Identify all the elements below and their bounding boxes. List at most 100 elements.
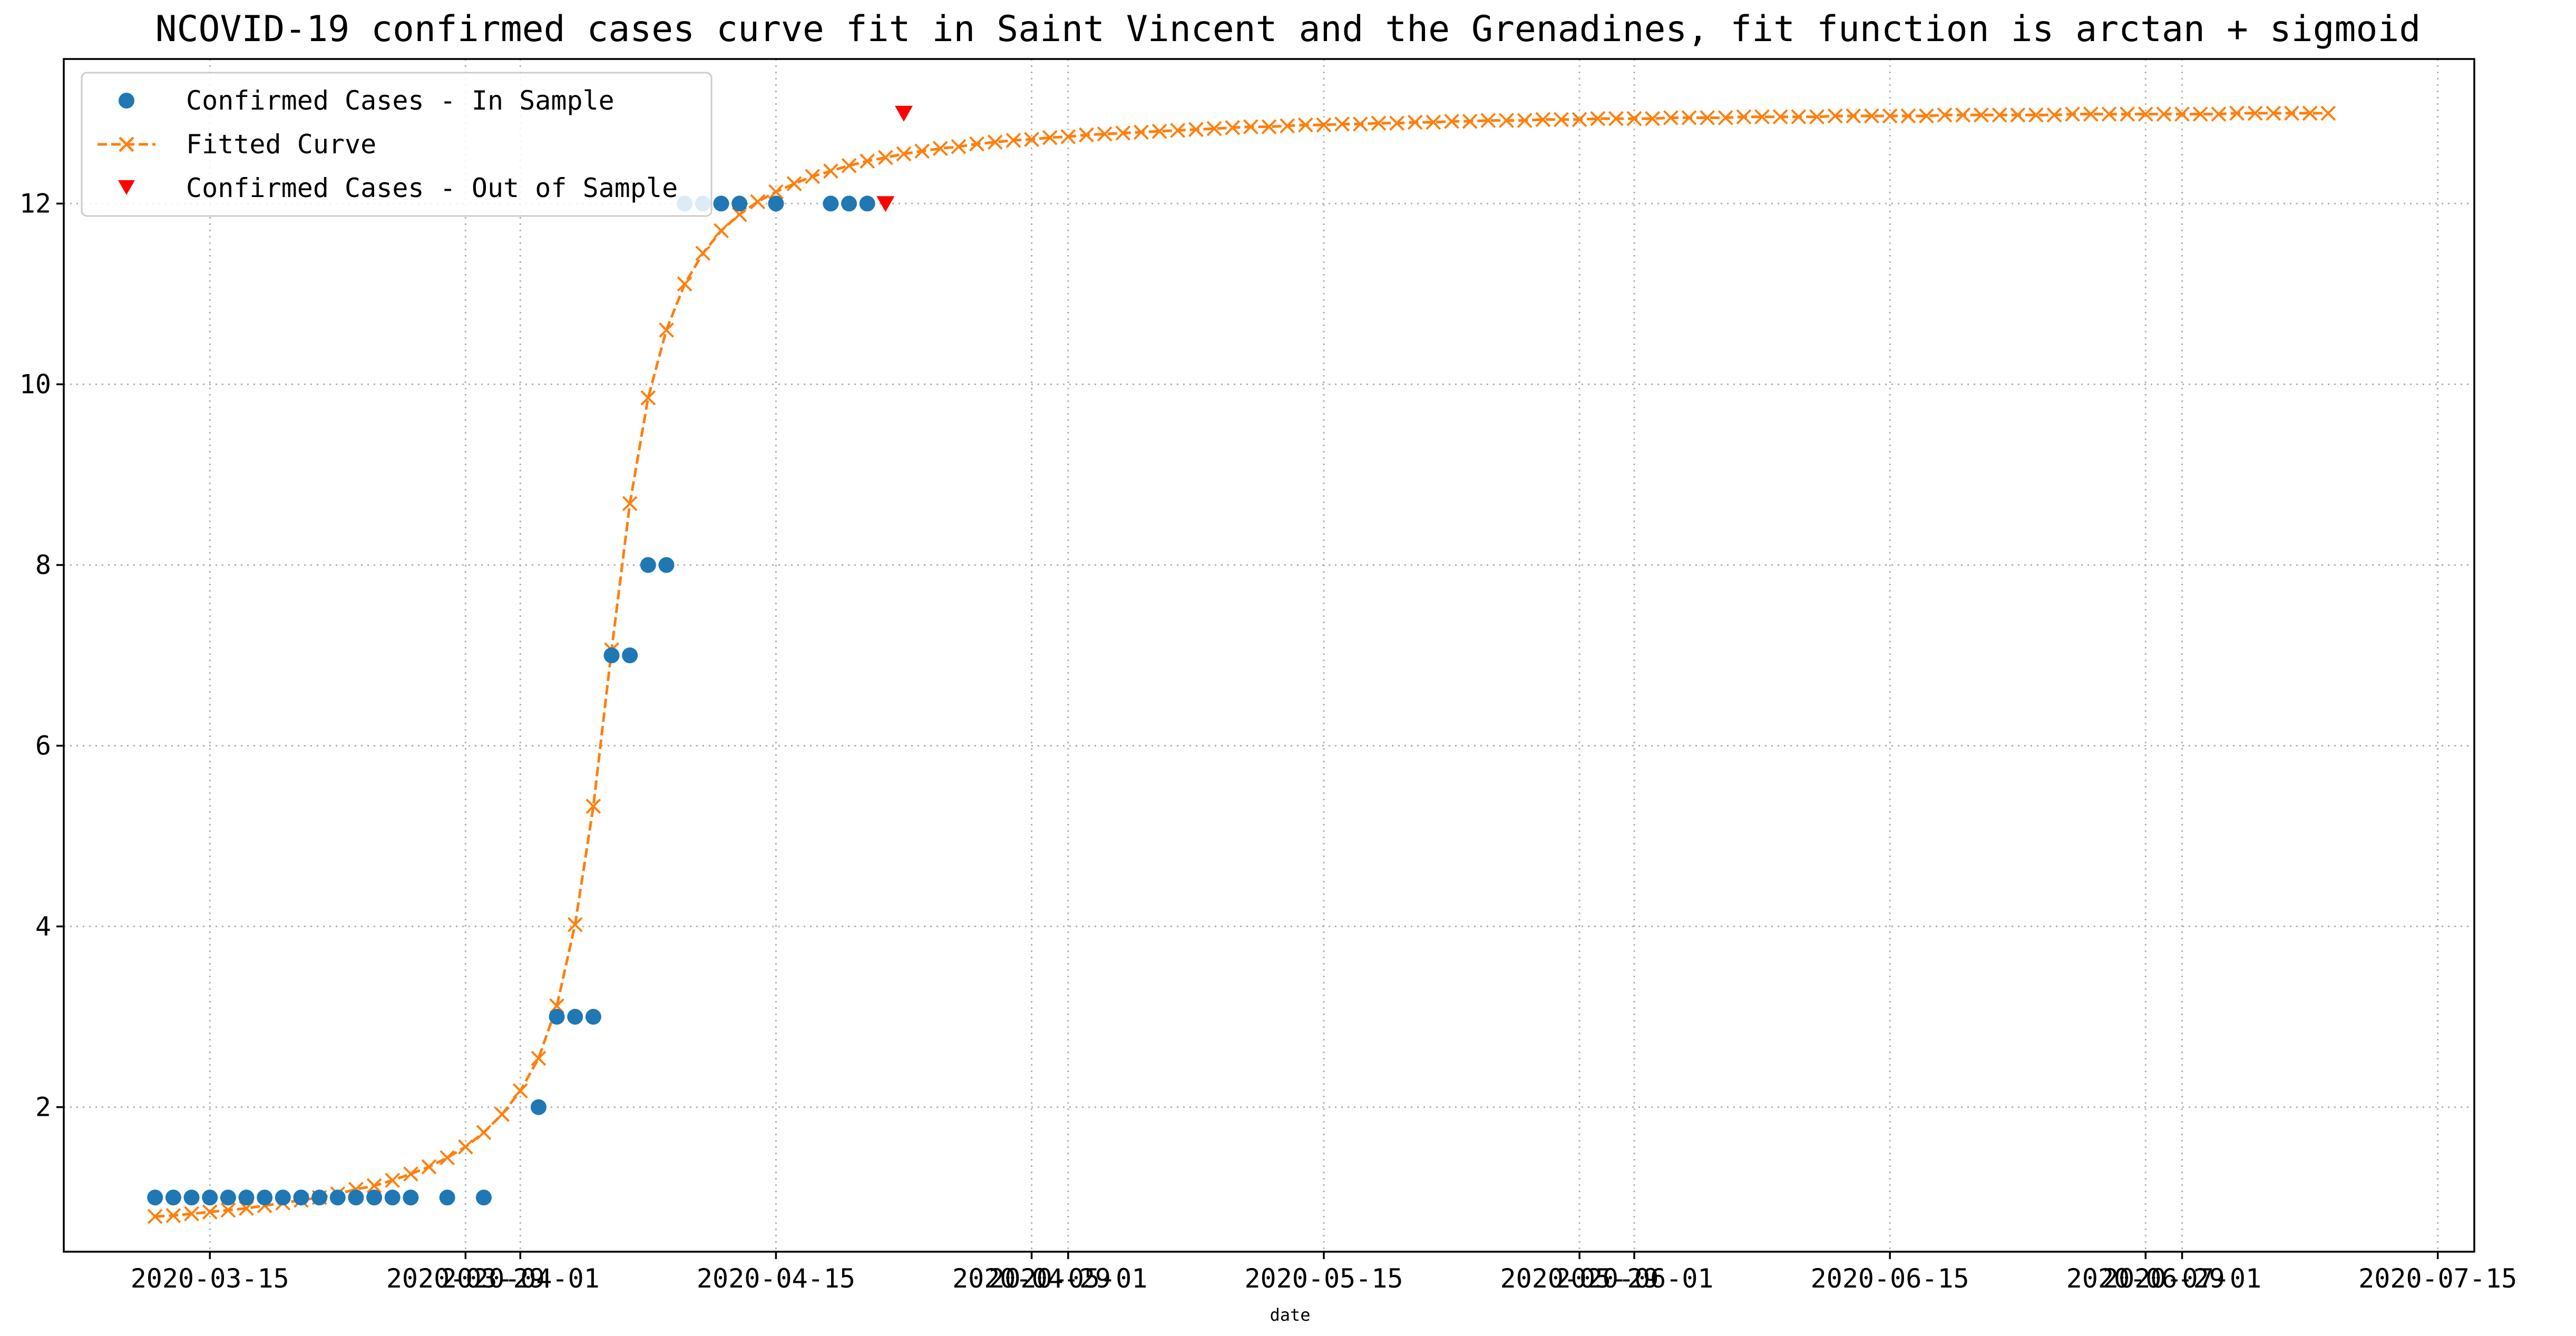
fitted-curve-marker bbox=[1626, 111, 1642, 126]
fitted-curve-marker bbox=[1772, 109, 1788, 125]
fitted-curve-line bbox=[155, 112, 2328, 1218]
y-tick-label: 2 bbox=[35, 1092, 51, 1123]
fitted-curve-marker bbox=[1024, 132, 1039, 148]
fitted-curve-marker bbox=[2156, 106, 2172, 122]
fitted-curve-marker bbox=[366, 1178, 382, 1194]
chart-title: NCOVID-19 confirmed cases curve fit in S… bbox=[155, 8, 2421, 50]
fitted-curve-marker bbox=[1517, 113, 1533, 129]
fitted-curve-marker bbox=[659, 322, 674, 338]
fitted-curve-marker bbox=[1499, 113, 1514, 129]
x-tick-label: 2020-04-01 bbox=[441, 1263, 600, 1294]
fitted-curve-marker bbox=[1225, 120, 1241, 135]
y-axis: 2 4 6 8 10 12 bbox=[19, 188, 64, 1123]
y-tick-label: 4 bbox=[35, 911, 51, 942]
fitted-curve-marker bbox=[1919, 108, 1934, 124]
x-tick-label: 2020-06-29 bbox=[2066, 1263, 2225, 1294]
in-sample-point bbox=[585, 1009, 601, 1025]
x-tick-label: 2020-05-01 bbox=[989, 1263, 1147, 1294]
fitted-curve-marker bbox=[1115, 125, 1131, 141]
in-sample-point bbox=[384, 1190, 401, 1206]
fitted-curve-marker bbox=[1973, 107, 1989, 123]
fitted-curve-marker bbox=[202, 1204, 218, 1220]
fitted-curve-marker bbox=[2065, 106, 2081, 122]
fitted-curve-marker bbox=[2302, 105, 2318, 121]
fitted-curve-marker bbox=[165, 1207, 181, 1223]
fitted-curve-marker bbox=[1042, 130, 1058, 145]
in-sample-point bbox=[475, 1190, 492, 1206]
in-sample-point bbox=[731, 195, 748, 212]
fitted-curve-marker bbox=[1882, 108, 1898, 124]
in-sample-point bbox=[293, 1190, 309, 1206]
fitted-curve-marker bbox=[586, 799, 601, 814]
fitted-curve-marker bbox=[2138, 106, 2153, 122]
fitted-curve-marker bbox=[1718, 110, 1733, 125]
in-sample-point bbox=[275, 1190, 291, 1206]
legend-frame bbox=[81, 72, 713, 217]
y-tick-label: 10 bbox=[19, 369, 51, 399]
legend-label-in-sample: Confirmed Cases - In Sample bbox=[186, 85, 614, 116]
fitted-curve-marker bbox=[860, 153, 875, 169]
in-sample-point bbox=[165, 1190, 181, 1206]
fitted-curve-marker bbox=[1791, 109, 1807, 125]
x-tick-label: 2020-05-15 bbox=[1244, 1263, 1403, 1294]
x-tick-label: 2020-06-01 bbox=[1555, 1263, 1714, 1294]
fitted-curve-marker bbox=[2211, 106, 2227, 122]
fitted-curve-marker bbox=[750, 194, 766, 210]
fitted-curve-marker bbox=[421, 1159, 437, 1175]
fitted-curve-marker bbox=[1261, 119, 1277, 135]
x-tick-label: 2020-07-01 bbox=[2103, 1263, 2261, 1294]
in-sample-point bbox=[859, 195, 875, 212]
legend-marker-in-sample bbox=[119, 93, 134, 109]
fitted-curve-marker bbox=[1060, 129, 1076, 144]
fitted-curve-marker bbox=[1188, 122, 1204, 137]
fitted-curve-marker bbox=[677, 276, 692, 292]
fitted-curve-marker bbox=[1645, 111, 1661, 126]
fitted-curve-marker bbox=[877, 150, 893, 165]
in-sample-point bbox=[183, 1190, 200, 1206]
fitted-curve-marker bbox=[2010, 107, 2026, 123]
fitted-curve-marker bbox=[1554, 112, 1569, 127]
fitted-curve-marker bbox=[1426, 114, 1441, 130]
fitted-curve-marker bbox=[1334, 116, 1350, 132]
in-sample-point bbox=[530, 1099, 547, 1115]
in-sample-point bbox=[202, 1190, 218, 1206]
fitted-curve-marker bbox=[2320, 105, 2336, 121]
fitted-curve-marker bbox=[385, 1173, 401, 1188]
fitted-curve-marker bbox=[1681, 110, 1697, 125]
fitted-curve-marker bbox=[932, 141, 948, 156]
fitted-curve-marker bbox=[1170, 123, 1186, 138]
fitted-curve-marker bbox=[440, 1150, 455, 1166]
fitted-curve-marker bbox=[2266, 105, 2281, 121]
fitted-curve-marker bbox=[494, 1106, 510, 1122]
fitted-curve-marker bbox=[476, 1125, 492, 1141]
fitted-curve-marker bbox=[1663, 110, 1679, 125]
in-sample-point bbox=[823, 195, 839, 212]
fitted-curve-marker bbox=[841, 158, 857, 173]
fitted-curve-marker bbox=[714, 223, 729, 239]
fitted-curve-marker bbox=[2192, 106, 2208, 122]
in-sample-point bbox=[257, 1190, 273, 1206]
fitted-curve-marker bbox=[896, 146, 912, 162]
fitted-curve-marker bbox=[2028, 107, 2044, 123]
fitted-curve-marker bbox=[1809, 109, 1824, 125]
in-sample-point bbox=[238, 1190, 255, 1206]
legend: Confirmed Cases - In Sample Fitted Curve… bbox=[81, 72, 713, 217]
fitted-curve-marker bbox=[1754, 109, 1770, 125]
fitted-curve-marker bbox=[512, 1083, 528, 1099]
in-sample-point bbox=[366, 1190, 383, 1206]
fitted-curve-marker bbox=[1079, 127, 1094, 143]
fitted-curve-marker bbox=[567, 917, 583, 932]
fitted-curve-marker bbox=[695, 245, 711, 261]
fitted-curve-marker bbox=[1572, 112, 1587, 127]
x-tick-label: 2020-03-15 bbox=[131, 1263, 289, 1294]
fitted-curve-marker bbox=[1900, 108, 1916, 124]
fitted-curve-marker bbox=[2101, 106, 2117, 122]
in-sample-point bbox=[713, 195, 729, 212]
in-sample-point bbox=[439, 1190, 455, 1206]
out-of-sample-point bbox=[894, 105, 913, 122]
fitted-curve-marker bbox=[1152, 123, 1167, 139]
in-sample-point bbox=[549, 1009, 565, 1025]
out-of-sample-series bbox=[876, 105, 913, 212]
fitted-curve-series bbox=[147, 105, 2336, 1224]
